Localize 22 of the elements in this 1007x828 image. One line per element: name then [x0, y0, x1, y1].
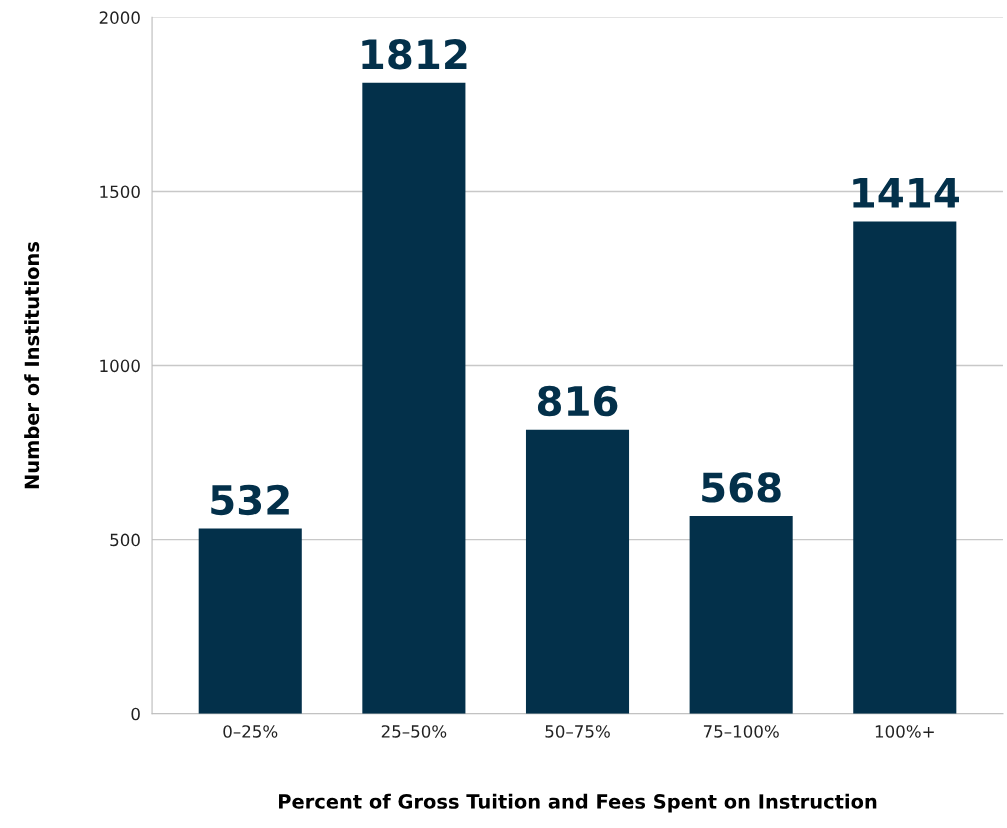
y-tick-label: 500 — [110, 533, 140, 547]
y-tick-label: 1500 — [100, 185, 140, 199]
data-label: 532 — [211, 484, 289, 516]
bar — [198, 528, 302, 714]
data-label: 816 — [537, 385, 618, 417]
x-tick-label: 25–50% — [381, 725, 447, 738]
bar — [689, 515, 793, 714]
x-tick-label: 100%+ — [875, 725, 934, 738]
data-label: 1414 — [853, 178, 959, 208]
data-label: 1812 — [362, 39, 467, 70]
y-tick-label: 2000 — [99, 11, 140, 24]
y-tick-label: 0 — [131, 707, 140, 721]
x-axis-title: Percent of Gross Tuition and Fees Spent on Instruction — [279, 793, 877, 813]
bar — [362, 82, 466, 714]
bar — [525, 429, 630, 714]
y-tick-label: 1000 — [100, 359, 140, 373]
x-tick-label: 50–75% — [545, 725, 610, 738]
x-tick-label: 75–100% — [703, 725, 779, 738]
bar — [853, 221, 957, 714]
x-tick-label: 0–25% — [223, 725, 278, 738]
y-axis-title: Number of Institutions — [24, 242, 40, 489]
data-label: 568 — [702, 472, 781, 503]
